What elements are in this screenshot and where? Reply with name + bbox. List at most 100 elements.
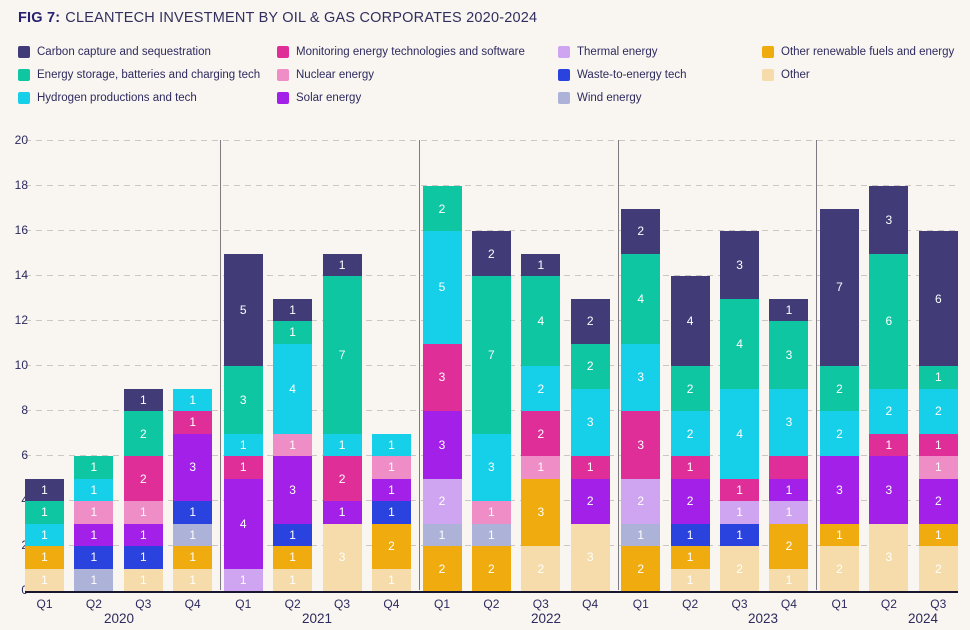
segment-2021-Q2-carbon: 1 (273, 298, 313, 321)
group-separator (816, 140, 818, 590)
segment-2021-Q1-carbon: 5 (223, 253, 263, 366)
segment-value-label: 5 (438, 280, 446, 295)
segment-2020-Q4-monitoring: 1 (173, 411, 213, 434)
segment-2023-Q1-other_renewables: 2 (621, 546, 661, 591)
x-axis-quarter-label: Q2 (483, 597, 500, 611)
segment-value-label: 1 (934, 370, 942, 385)
legend-swatch-wind (558, 91, 570, 104)
segment-value-label: 1 (885, 437, 893, 452)
segment-2023-Q1-carbon: 2 (621, 208, 661, 254)
segment-value-label: 3 (537, 505, 545, 520)
segment-value-label: 1 (785, 482, 793, 497)
x-axis-year-label: 2020 (103, 611, 135, 626)
segment-2022-Q4-solar: 2 (570, 478, 610, 524)
segment-value-label: 1 (139, 527, 147, 542)
segment-2021-Q1-solar: 4 (223, 478, 263, 569)
segment-2023-Q2-other: 1 (670, 568, 710, 591)
segment-2020-Q4-waste: 1 (173, 501, 213, 524)
segment-2020-Q1-carbon: 1 (25, 478, 64, 501)
segment-2024-Q2-storage: 6 (869, 253, 909, 389)
segment-2022-Q3-other_renewables: 3 (521, 478, 561, 546)
segment-value-label: 1 (41, 527, 48, 542)
legend-label: Carbon capture and sequestration (37, 45, 211, 58)
segment-2020-Q2-hydrogen: 1 (74, 478, 114, 501)
segment-2024-Q1-carbon: 7 (820, 208, 859, 366)
segment-2022-Q3-hydrogen: 2 (521, 366, 561, 411)
legend-item-storage: Energy storage, batteries and charging t… (18, 63, 260, 86)
segment-2023-Q2-storage: 2 (670, 366, 710, 411)
legend-item-nuclear: Nuclear energy (277, 63, 525, 86)
segment-2022-Q1-monitoring: 3 (422, 343, 462, 411)
segment-value-label: 2 (388, 539, 395, 553)
segment-2021-Q3-monitoring: 2 (322, 456, 362, 501)
segment-value-label: 2 (488, 246, 495, 261)
legend-label: Solar energy (296, 91, 362, 104)
segment-value-label: 3 (885, 212, 893, 227)
segment-value-label: 1 (934, 437, 942, 452)
segment-value-label: 3 (488, 460, 495, 475)
x-axis-year-label: 2024 (907, 611, 939, 626)
segment-2021-Q4-waste: 1 (371, 501, 411, 524)
segment-value-label: 1 (338, 505, 346, 520)
segment-2024-Q3-solar: 2 (918, 478, 958, 524)
segment-value-label: 1 (90, 550, 98, 565)
segment-value-label: 2 (537, 561, 545, 576)
segment-2021-Q2-solar: 3 (273, 456, 313, 524)
x-axis-quarter-label: Q1 (433, 597, 450, 611)
segment-2020-Q2-nuclear: 1 (74, 501, 114, 524)
segment-value-label: 1 (637, 527, 645, 542)
segment-2021-Q1-monitoring: 1 (223, 456, 263, 479)
segment-value-label: 1 (388, 572, 395, 587)
segment-2020-Q3-waste: 1 (123, 546, 163, 569)
segment-value-label: 6 (934, 291, 942, 306)
x-axis-quarter-label: Q3 (731, 597, 748, 611)
legend: Carbon capture and sequestration Energy s… (0, 40, 970, 106)
segment-value-label: 1 (239, 572, 247, 587)
segment-value-label: 2 (934, 404, 942, 418)
segment-value-label: 2 (586, 359, 594, 373)
segment-2020-Q1-other_renewables: 1 (25, 546, 64, 569)
segment-2020-Q1-hydrogen: 1 (25, 523, 64, 546)
segment-2024-Q3-nuclear: 1 (918, 456, 958, 479)
segment-value-label: 2 (139, 426, 147, 441)
segment-2024-Q3-hydrogen: 2 (918, 388, 958, 434)
segment-2022-Q2-nuclear: 1 (471, 501, 511, 524)
segment-2023-Q3-waste: 1 (720, 523, 760, 546)
segment-2022-Q1-solar: 3 (422, 411, 462, 479)
segment-value-label: 3 (637, 437, 645, 452)
segment-value-label: 1 (139, 505, 147, 520)
segment-2023-Q2-monitoring: 1 (670, 456, 710, 479)
segment-value-label: 1 (289, 572, 296, 587)
y-axis-label: 0 (0, 583, 28, 597)
segment-2021-Q2-storage: 1 (273, 321, 313, 344)
segment-value-label: 1 (239, 437, 247, 452)
segment-2021-Q1-storage: 3 (223, 366, 263, 434)
segment-2023-Q1-storage: 4 (621, 253, 661, 344)
segment-value-label: 2 (885, 404, 893, 418)
segment-2023-Q1-monitoring: 3 (621, 411, 661, 479)
segment-value-label: 7 (836, 280, 843, 295)
segment-value-label: 3 (586, 415, 594, 430)
segment-value-label: 1 (41, 572, 48, 587)
legend-swatch-thermal (558, 45, 570, 58)
gridline-y16 (25, 230, 958, 231)
legend-column: Thermal energy Waste-to-energy tech Wind e… (558, 40, 687, 109)
segment-2024-Q3-carbon: 6 (918, 231, 958, 366)
segment-value-label: 1 (736, 482, 743, 497)
segment-value-label: 2 (537, 381, 545, 396)
segment-value-label: 2 (338, 471, 346, 486)
segment-2024-Q1-solar: 3 (820, 456, 859, 524)
segment-2023-Q1-thermal: 2 (621, 478, 661, 524)
segment-2022-Q4-other: 3 (570, 523, 610, 591)
segment-2021-Q4-solar: 1 (371, 478, 411, 501)
segment-value-label: 1 (736, 527, 743, 542)
y-axis-label: 8 (21, 403, 28, 417)
segment-value-label: 2 (686, 426, 694, 441)
segment-value-label: 1 (934, 460, 942, 475)
segment-value-label: 1 (239, 460, 247, 475)
segment-2023-Q3-thermal: 1 (720, 501, 760, 524)
segment-2022-Q3-other: 2 (521, 546, 561, 591)
legend-item-hydrogen: Hydrogen productions and tech (18, 86, 260, 109)
segment-value-label: 1 (41, 550, 48, 565)
legend-swatch-waste (558, 68, 570, 81)
